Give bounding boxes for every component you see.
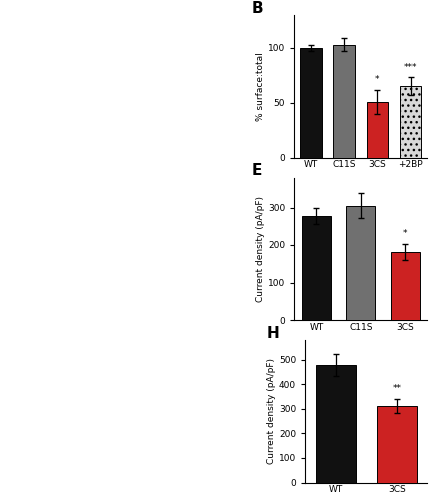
Bar: [400, 86, 422, 158]
Text: H: H: [266, 326, 279, 341]
Bar: [316, 364, 355, 482]
Bar: [300, 48, 322, 158]
Y-axis label: Current density (pA/pF): Current density (pA/pF): [256, 196, 265, 302]
Bar: [367, 102, 388, 158]
Bar: [346, 206, 375, 320]
Text: *: *: [375, 75, 380, 84]
Bar: [302, 216, 331, 320]
Text: E: E: [252, 163, 262, 178]
Text: **: **: [392, 384, 401, 394]
Bar: [377, 406, 416, 482]
Bar: [334, 44, 355, 158]
Text: *: *: [403, 229, 407, 238]
Text: ***: ***: [404, 63, 417, 72]
Bar: [391, 252, 419, 320]
Y-axis label: Current density (pA/pF): Current density (pA/pF): [267, 358, 276, 464]
Y-axis label: % surface:total: % surface:total: [256, 52, 265, 120]
Text: B: B: [252, 0, 263, 16]
